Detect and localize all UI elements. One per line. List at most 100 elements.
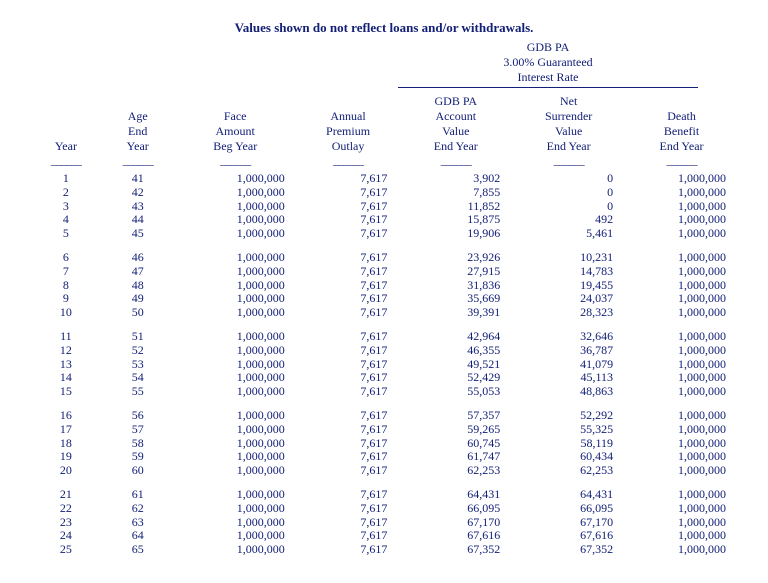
cell-surr: 64,431: [512, 488, 625, 502]
cell-premium: 7,617: [297, 292, 400, 306]
cell-face: 1,000,000: [174, 330, 297, 344]
cell-acct: 59,265: [399, 423, 512, 437]
cell-premium: 7,617: [297, 464, 400, 478]
table-row: 1411,000,0007,6173,90201,000,000: [30, 172, 738, 186]
cell-surr: 32,646: [512, 330, 625, 344]
table-row: 16561,000,0007,61757,35752,2921,000,000: [30, 409, 738, 423]
cell-face: 1,000,000: [174, 306, 297, 320]
cell-death: 1,000,000: [625, 371, 738, 385]
table-row: 13531,000,0007,61749,52141,0791,000,000: [30, 358, 738, 372]
cell-acct: 27,915: [399, 265, 512, 279]
cell-death: 1,000,000: [625, 186, 738, 200]
header-dash-row: ______ ______ ______ ______ ______ _____…: [30, 154, 738, 172]
cell-face: 1,000,000: [174, 502, 297, 516]
dash: ______: [123, 153, 153, 167]
cell-premium: 7,617: [297, 172, 400, 186]
cell-face: 1,000,000: [174, 265, 297, 279]
cell-age: 63: [102, 516, 174, 530]
cell-year: 15: [30, 385, 102, 399]
cell-face: 1,000,000: [174, 409, 297, 423]
cell-death: 1,000,000: [625, 227, 738, 241]
cell-death: 1,000,000: [625, 344, 738, 358]
cell-year: 2: [30, 186, 102, 200]
cell-acct: 52,429: [399, 371, 512, 385]
cell-face: 1,000,000: [174, 358, 297, 372]
group-header-l2: 3.00% Guaranteed: [503, 55, 592, 69]
cell-year: 1: [30, 172, 102, 186]
cell-surr: 14,783: [512, 265, 625, 279]
cell-death: 1,000,000: [625, 488, 738, 502]
cell-acct: 15,875: [399, 213, 512, 227]
cell-premium: 7,617: [297, 227, 400, 241]
cell-premium: 7,617: [297, 488, 400, 502]
cell-premium: 7,617: [297, 251, 400, 265]
cell-acct: 62,253: [399, 464, 512, 478]
cell-face: 1,000,000: [174, 516, 297, 530]
cell-acct: 67,170: [399, 516, 512, 530]
col-face: Face Amount Beg Year: [174, 92, 297, 154]
cell-face: 1,000,000: [174, 292, 297, 306]
table-row: 14541,000,0007,61752,42945,1131,000,000: [30, 371, 738, 385]
cell-death: 1,000,000: [625, 213, 738, 227]
cell-year: 18: [30, 437, 102, 451]
cell-year: 6: [30, 251, 102, 265]
cell-surr: 52,292: [512, 409, 625, 423]
table-row: 5451,000,0007,61719,9065,4611,000,000: [30, 227, 738, 241]
cell-age: 62: [102, 502, 174, 516]
cell-age: 43: [102, 200, 174, 214]
cell-premium: 7,617: [297, 200, 400, 214]
table-row: 10501,000,0007,61739,39128,3231,000,000: [30, 306, 738, 320]
dash: ______: [51, 153, 81, 167]
cell-surr: 67,352: [512, 543, 625, 557]
cell-age: 41: [102, 172, 174, 186]
cell-acct: 67,352: [399, 543, 512, 557]
cell-age: 52: [102, 344, 174, 358]
cell-acct: 3,902: [399, 172, 512, 186]
table-row: 2421,000,0007,6177,85501,000,000: [30, 186, 738, 200]
cell-death: 1,000,000: [625, 423, 738, 437]
cell-face: 1,000,000: [174, 227, 297, 241]
cell-face: 1,000,000: [174, 437, 297, 451]
table-row: 6461,000,0007,61723,92610,2311,000,000: [30, 251, 738, 265]
table-row: 17571,000,0007,61759,26555,3251,000,000: [30, 423, 738, 437]
cell-acct: 66,095: [399, 502, 512, 516]
cell-acct: 67,616: [399, 529, 512, 543]
table-row: 25651,000,0007,61767,35267,3521,000,000: [30, 543, 738, 557]
table-row: 9491,000,0007,61735,66924,0371,000,000: [30, 292, 738, 306]
cell-age: 50: [102, 306, 174, 320]
table-row: 24641,000,0007,61767,61667,6161,000,000: [30, 529, 738, 543]
page-title: Values shown do not reflect loans and/or…: [30, 20, 738, 36]
cell-age: 64: [102, 529, 174, 543]
cell-surr: 19,455: [512, 279, 625, 293]
col-acct: GDB PA Account Value End Year: [399, 92, 512, 154]
cell-age: 48: [102, 279, 174, 293]
cell-premium: 7,617: [297, 450, 400, 464]
cell-premium: 7,617: [297, 330, 400, 344]
cell-face: 1,000,000: [174, 464, 297, 478]
cell-year: 23: [30, 516, 102, 530]
cell-death: 1,000,000: [625, 385, 738, 399]
table-row: 22621,000,0007,61766,09566,0951,000,000: [30, 502, 738, 516]
cell-age: 59: [102, 450, 174, 464]
cell-year: 20: [30, 464, 102, 478]
cell-acct: 39,391: [399, 306, 512, 320]
cell-year: 21: [30, 488, 102, 502]
group-header: GDB PA 3.00% Guaranteed Interest Rate: [398, 40, 698, 92]
cell-face: 1,000,000: [174, 450, 297, 464]
cell-acct: 19,906: [399, 227, 512, 241]
data-table: Year Age End Year Face Amount Beg Year A…: [30, 92, 738, 557]
cell-premium: 7,617: [297, 529, 400, 543]
cell-year: 11: [30, 330, 102, 344]
cell-death: 1,000,000: [625, 265, 738, 279]
cell-premium: 7,617: [297, 358, 400, 372]
cell-death: 1,000,000: [625, 172, 738, 186]
table-row: 7471,000,0007,61727,91514,7831,000,000: [30, 265, 738, 279]
cell-age: 46: [102, 251, 174, 265]
cell-acct: 46,355: [399, 344, 512, 358]
cell-age: 60: [102, 464, 174, 478]
dash: ______: [441, 153, 471, 167]
cell-death: 1,000,000: [625, 516, 738, 530]
col-premium: Annual Premium Outlay: [297, 92, 400, 154]
table-row: 20601,000,0007,61762,25362,2531,000,000: [30, 464, 738, 478]
cell-premium: 7,617: [297, 543, 400, 557]
